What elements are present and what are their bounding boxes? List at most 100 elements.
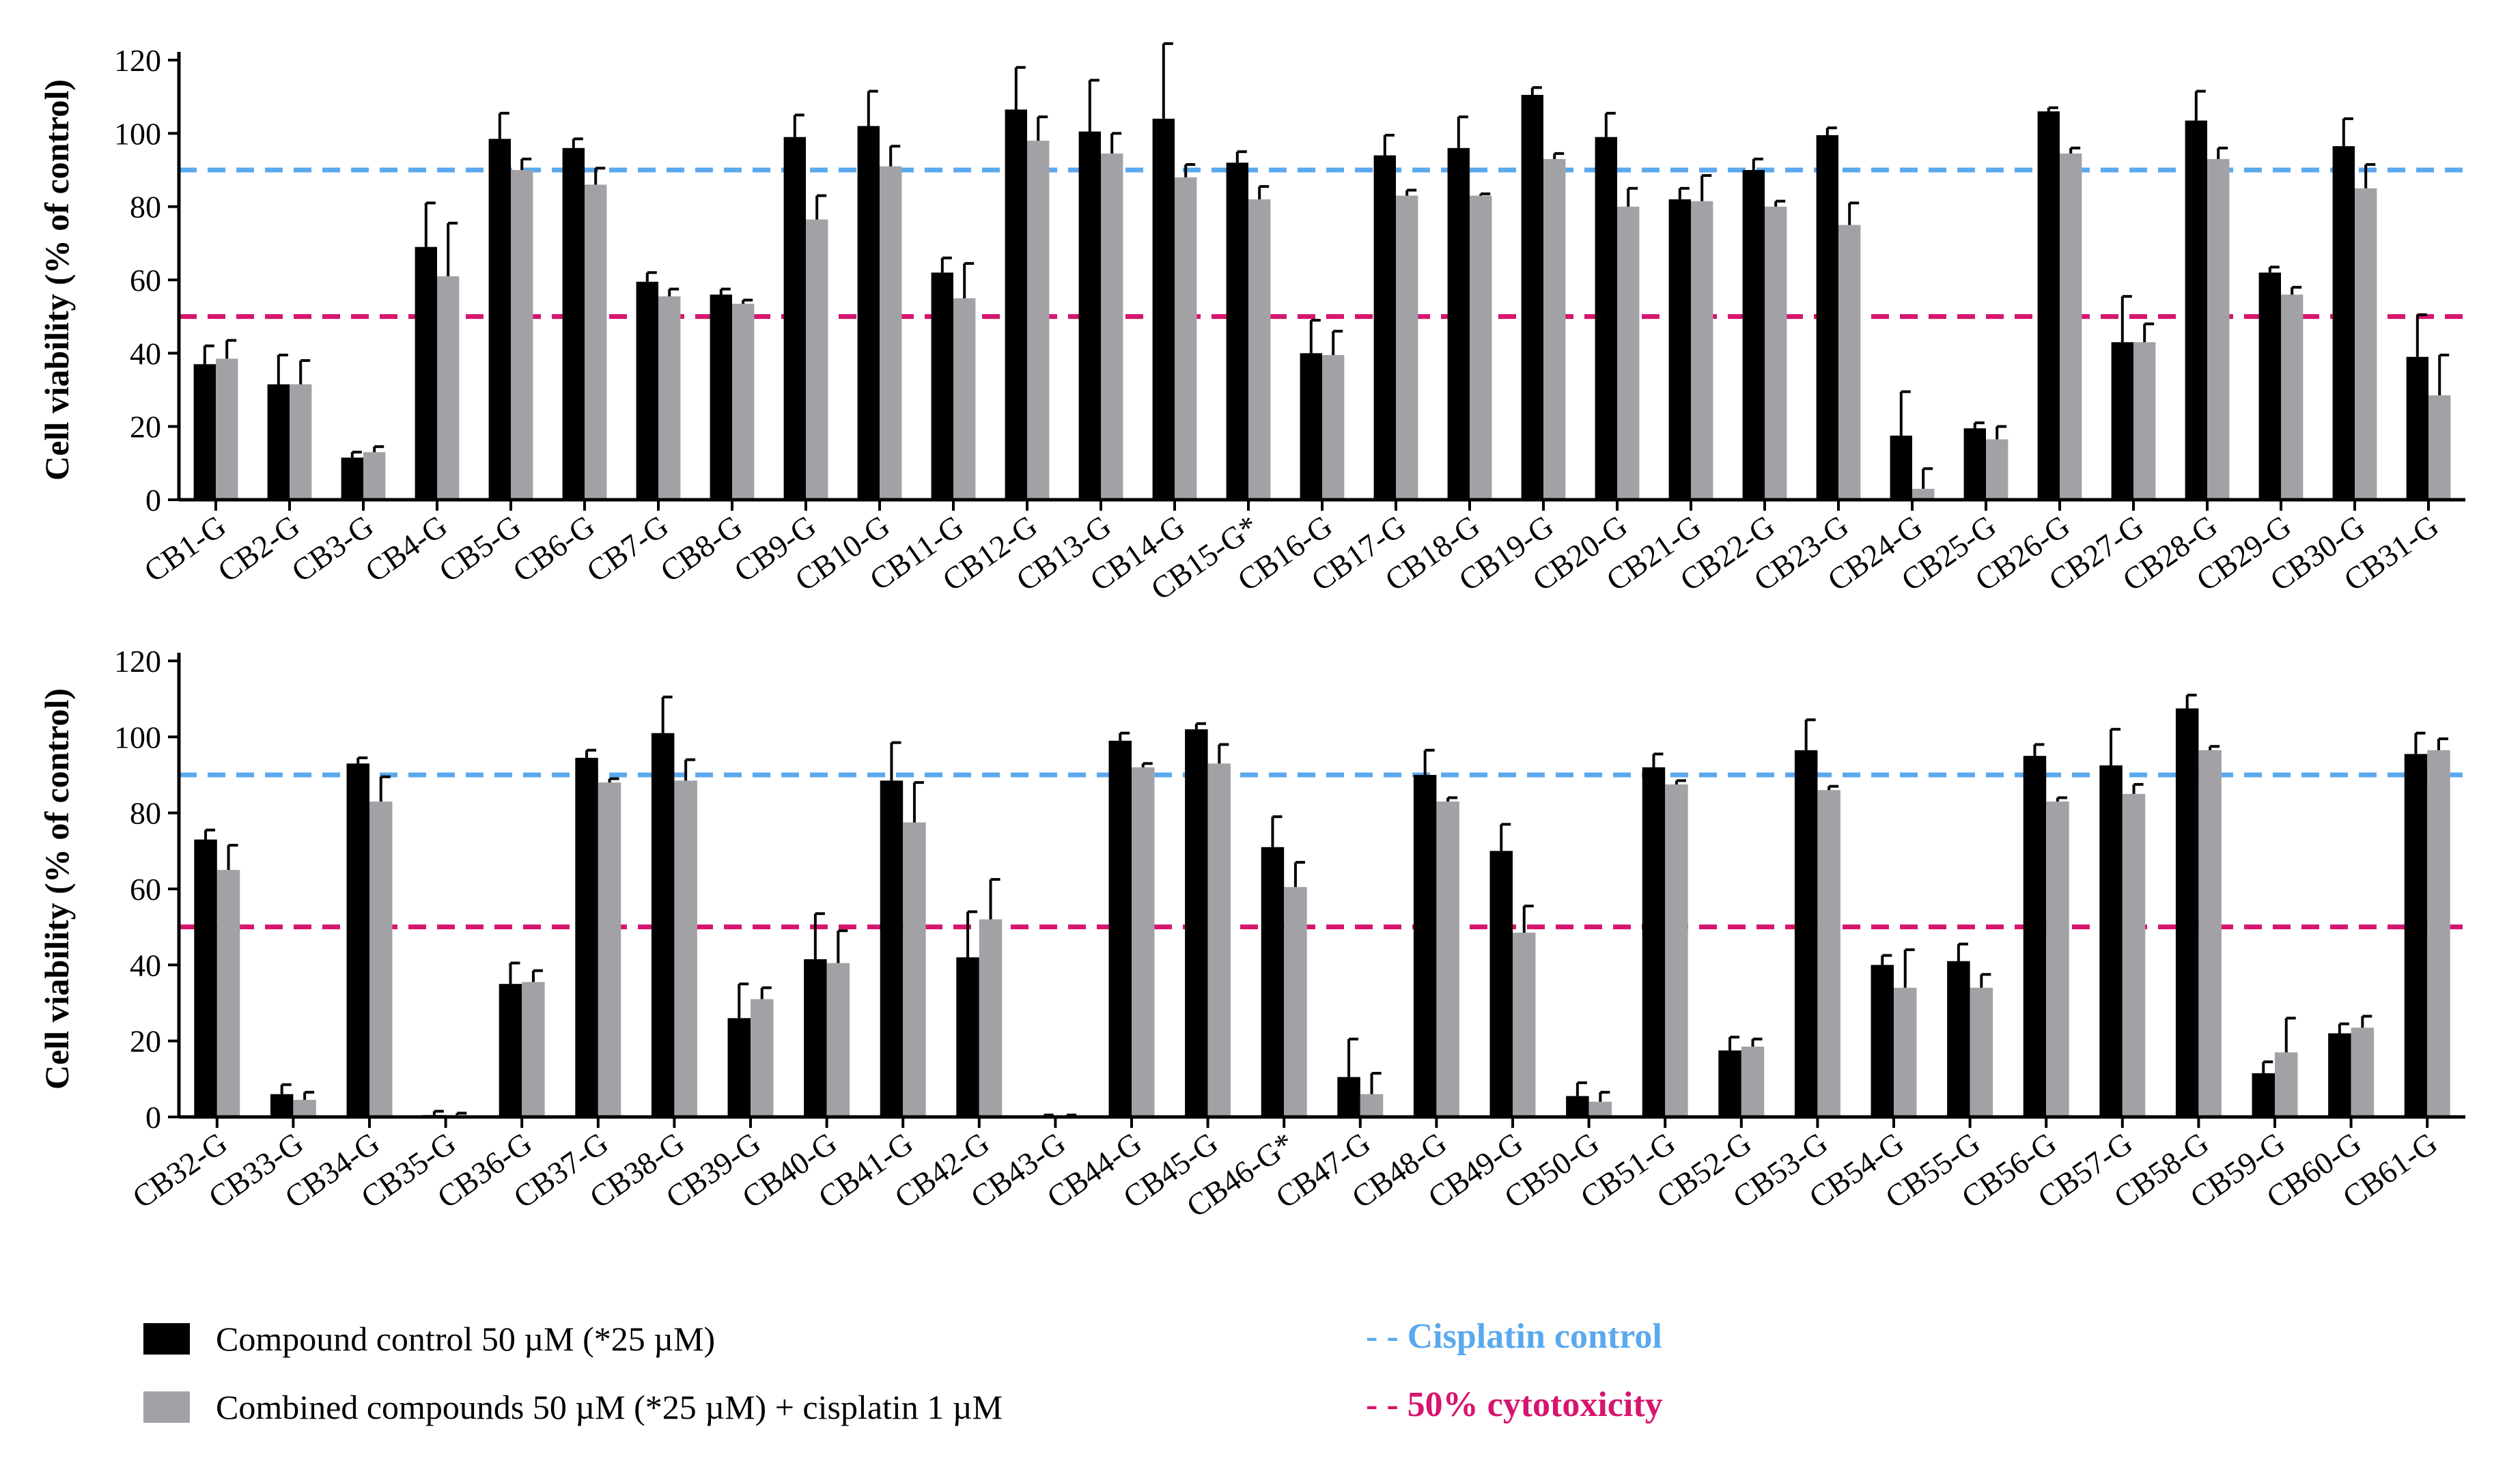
panel1-x-tick-label-4: CB4-G <box>359 508 453 589</box>
panel2-bar-compound-20 <box>1642 767 1666 1117</box>
panel1-x-tick-label-7: CB7-G <box>580 508 675 589</box>
panel1-bar-combined-22 <box>1765 206 1787 500</box>
panel1-bar-combined-8 <box>732 303 755 500</box>
panel2-bar-compound-1 <box>194 839 217 1117</box>
panel2-bar-combined-20 <box>1665 784 1688 1117</box>
panel2-bar-combined-11 <box>979 919 1003 1117</box>
panel1-bar-combined-13 <box>1101 153 1123 500</box>
panel2-bar-combined-9 <box>826 963 850 1117</box>
panel2-bar-compound-27 <box>2175 708 2199 1117</box>
panel2-bar-combined-8 <box>751 999 774 1117</box>
panel2-bar-combined-2 <box>293 1099 316 1117</box>
panel2-bar-combined-18 <box>1513 933 1536 1117</box>
panel2-bar-combined-1 <box>216 870 240 1117</box>
panel2-bar-compound-5 <box>499 984 522 1117</box>
panel1-bar-combined-12 <box>1027 141 1050 500</box>
panel2-bar-combined-23 <box>1894 987 1917 1117</box>
panel1-bar-compound-22 <box>1742 170 1765 500</box>
panel1-x-tick-label-3: CB3-G <box>285 508 380 589</box>
legend-swatch-black <box>143 1323 190 1355</box>
legend-item-compound: Compound control 50 µM (*25 µM) <box>143 1319 715 1359</box>
panel1-bar-combined-3 <box>363 452 386 500</box>
panel2-bar-compound-28 <box>2252 1073 2275 1117</box>
legend-item-combined: Combined compounds 50 µM (*25 µM) + cisp… <box>143 1387 1003 1427</box>
panel2-bar-compound-25 <box>2023 756 2047 1117</box>
panel2-bar-compound-7 <box>651 733 675 1117</box>
panel1-bar-compound-19 <box>1521 94 1543 500</box>
panel2-y-tick-label-3: 60 <box>130 872 161 907</box>
panel1-y-tick-label-5: 100 <box>114 116 161 151</box>
panel2-bar-combined-6 <box>598 782 621 1117</box>
panel1-y-tick-label-1: 20 <box>130 410 161 444</box>
legend-combined-label: Combined compounds 50 µM (*25 µM) + cisp… <box>216 1388 1003 1426</box>
panel1-bar-compound-29 <box>2258 272 2281 500</box>
panel1-bar-compound-21 <box>1668 199 1691 500</box>
panel2-bar-combined-30 <box>2427 750 2450 1117</box>
panel1-bar-combined-5 <box>511 170 533 500</box>
panel1-bar-combined-29 <box>2281 294 2304 500</box>
panel2-y-tick-label-6: 120 <box>114 644 161 679</box>
panel2-bar-compound-10 <box>880 780 904 1117</box>
panel1-bar-compound-17 <box>1373 155 1396 500</box>
panel2-bar-compound-14 <box>1185 729 1208 1117</box>
panel1-bar-combined-20 <box>1617 206 1640 500</box>
panel1-bar-compound-8 <box>710 294 732 500</box>
panel1-y-tick-label-2: 40 <box>130 336 161 371</box>
panel2-bar-combined-25 <box>2046 801 2069 1117</box>
panel1-bar-compound-1 <box>193 364 216 500</box>
panel1-y-tick-label-4: 80 <box>130 190 161 225</box>
panel1-y-axis-title: Cell viability (% of control) <box>38 79 76 481</box>
panel1-x-tick-label-2: CB2-G <box>212 508 306 589</box>
panel2-bar-compound-24 <box>1947 961 1970 1117</box>
panel2-bar-compound-16 <box>1337 1077 1360 1117</box>
panel2-bar-compound-21 <box>1718 1050 1741 1117</box>
panel1-bar-combined-4 <box>437 276 460 500</box>
panel2-bar-combined-13 <box>1132 767 1155 1117</box>
panel2-y-tick-label-4: 80 <box>130 796 161 831</box>
panel2-bar-combined-3 <box>369 801 393 1117</box>
panel2-bar-compound-23 <box>1871 965 1894 1117</box>
panel2-bar-compound-9 <box>804 959 827 1117</box>
panel2-bar-combined-5 <box>522 982 545 1117</box>
legend-compound-label: Compound control 50 µM (*25 µM) <box>216 1320 716 1358</box>
panel1-bar-combined-7 <box>658 296 681 500</box>
panel2-bar-combined-19 <box>1588 1101 1612 1117</box>
panel1-y-tick-label-6: 120 <box>114 43 161 78</box>
panel1-bar-compound-20 <box>1595 137 1617 500</box>
panel2-bar-compound-22 <box>1794 750 1818 1117</box>
panel1-bar-compound-3 <box>341 457 363 500</box>
panel2-bar-combined-27 <box>2198 750 2222 1117</box>
panel2-bar-combined-17 <box>1436 801 1459 1117</box>
panel2-bar-compound-3 <box>346 763 369 1117</box>
panel1-bar-compound-24 <box>1890 436 1912 500</box>
panel2-bar-compound-2 <box>270 1094 294 1117</box>
panel1-bar-combined-23 <box>1838 225 1861 500</box>
panel1-bar-combined-18 <box>1470 195 1492 500</box>
panel1-bar-compound-31 <box>2406 356 2428 500</box>
panel2-bar-compound-11 <box>956 957 979 1117</box>
panel2-bar-combined-26 <box>2122 793 2146 1117</box>
panel2-bar-compound-15 <box>1261 847 1285 1117</box>
panel1-bar-compound-13 <box>1078 131 1101 500</box>
panel1-y-tick-label-3: 60 <box>130 263 161 298</box>
legend-cisplatin-label: - - Cisplatin control <box>1366 1317 1662 1356</box>
panel1-bar-compound-18 <box>1447 147 1470 500</box>
panel1-bar-combined-19 <box>1543 158 1566 500</box>
panel1-bar-compound-14 <box>1152 118 1175 500</box>
panel1-x-tick-label-1: CB1-G <box>138 508 232 589</box>
panel2-bar-combined-7 <box>674 780 697 1117</box>
panel2-y-tick-label-0: 0 <box>145 1100 161 1135</box>
panel1-bar-compound-2 <box>267 384 290 500</box>
panel2-bar-compound-13 <box>1108 740 1132 1117</box>
panel1-bar-combined-27 <box>2133 342 2156 500</box>
panel1-x-tick-label-5: CB5-G <box>433 508 527 589</box>
panel1-bar-combined-28 <box>2207 158 2230 500</box>
panel2-bar-combined-21 <box>1741 1047 1765 1117</box>
panel2-bar-compound-6 <box>575 757 598 1117</box>
panel2-bar-combined-16 <box>1360 1094 1384 1117</box>
panel2-y-axis-title: Cell viability (% of control) <box>38 688 76 1090</box>
panel1-bar-compound-27 <box>2111 342 2133 500</box>
panel2-y-tick-label-5: 100 <box>114 720 161 754</box>
panel1-bar-compound-9 <box>783 137 806 500</box>
